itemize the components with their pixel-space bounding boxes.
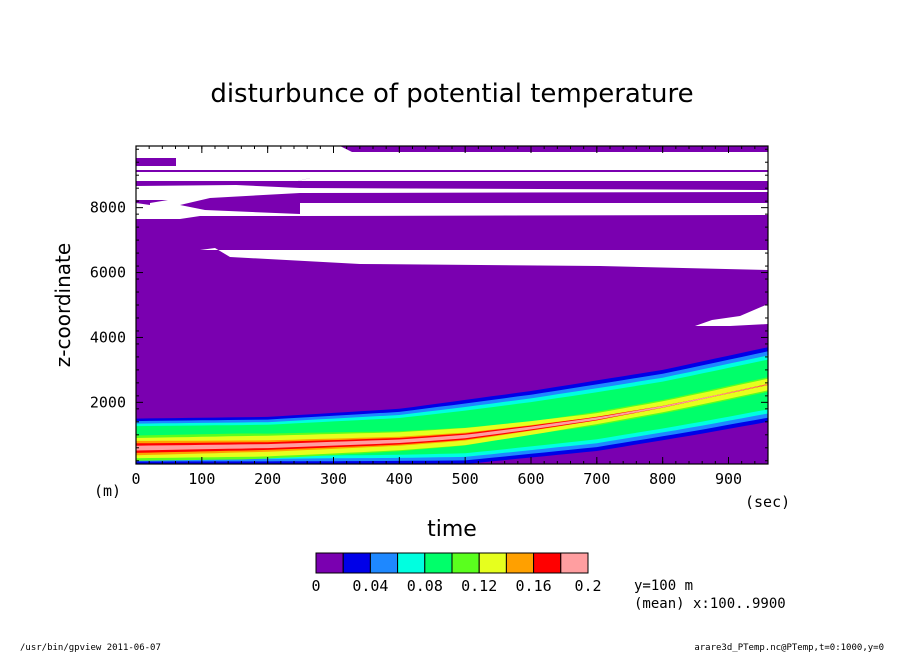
x-tick-label: 900 — [715, 470, 742, 488]
legend-swatch — [533, 552, 562, 574]
legend-swatch — [505, 552, 535, 574]
x-tick-label: 500 — [452, 470, 479, 488]
legend-label: 0 — [311, 577, 320, 595]
legend-label: 0.2 — [574, 577, 601, 595]
legend-labels: 0 0.04 0.08 0.12 0.16 0.2 — [311, 577, 601, 595]
x-tick-label: 600 — [517, 470, 544, 488]
warm-layer — [136, 347, 768, 464]
contour-band — [136, 378, 768, 459]
x-tick-labels: 0 100 200 300 400 500 600 700 800 900 — [131, 470, 742, 488]
legend-label: 0.16 — [516, 577, 552, 595]
y-tick-label: 6000 — [90, 264, 126, 282]
legend-swatch — [451, 552, 480, 574]
legend-label: 0.08 — [407, 577, 443, 595]
legend-swatch — [560, 552, 589, 574]
white-region — [695, 304, 768, 326]
white-region — [136, 166, 176, 170]
x-unit-label: (sec) — [745, 493, 790, 511]
white-region — [136, 178, 768, 181]
contour-band — [136, 359, 768, 457]
white-regions — [136, 146, 768, 326]
x-tick-label: 200 — [254, 470, 281, 488]
legend-label: 0.04 — [352, 577, 388, 595]
white-region — [200, 248, 768, 270]
footer-left: /usr/bin/gpview 2011-06-07 — [20, 643, 161, 653]
white-region — [150, 205, 300, 216]
x-tick-label: 300 — [320, 470, 347, 488]
footer-right: arare3d_PTemp.nc@PTemp,t=0:1000,y=0 — [694, 643, 884, 653]
white-region — [136, 203, 150, 216]
plot-area — [136, 146, 768, 464]
x-tick-label: 0 — [131, 470, 140, 488]
white-region — [136, 196, 200, 200]
x-tick-label: 700 — [583, 470, 610, 488]
x-tick-label: 800 — [649, 470, 676, 488]
white-region — [136, 185, 768, 205]
x-tick-label: 400 — [386, 470, 413, 488]
white-region — [300, 203, 768, 216]
legend-swatch — [369, 552, 399, 574]
axis-ticks — [135, 146, 769, 464]
legend-swatch — [342, 552, 371, 574]
y-tick-label: 4000 — [90, 328, 126, 346]
chart-title: disturbunce of potential temperature — [210, 79, 693, 109]
legend-swatch — [424, 552, 453, 574]
x-axis-label: time — [427, 517, 477, 542]
contour-band — [136, 384, 768, 451]
y-tick-label: 2000 — [90, 393, 126, 411]
white-region — [136, 216, 200, 219]
legend-label: 0.12 — [461, 577, 497, 595]
mean-annotation: (mean) x:100..9900 — [634, 596, 786, 612]
y-axis-label: z-coordinate — [51, 243, 75, 367]
y-unit-label: (m) — [94, 482, 121, 500]
legend-swatch — [315, 552, 344, 574]
white-region — [136, 172, 768, 181]
slice-annotation: y=100 m — [634, 578, 693, 594]
color-legend — [315, 552, 589, 574]
y-tick-label: 8000 — [90, 199, 126, 217]
y-tick-labels: 2000 4000 6000 8000 — [90, 199, 126, 412]
white-region — [136, 146, 768, 170]
legend-swatch — [478, 552, 507, 574]
x-tick-label: 100 — [188, 470, 215, 488]
legend-swatch — [397, 552, 426, 574]
